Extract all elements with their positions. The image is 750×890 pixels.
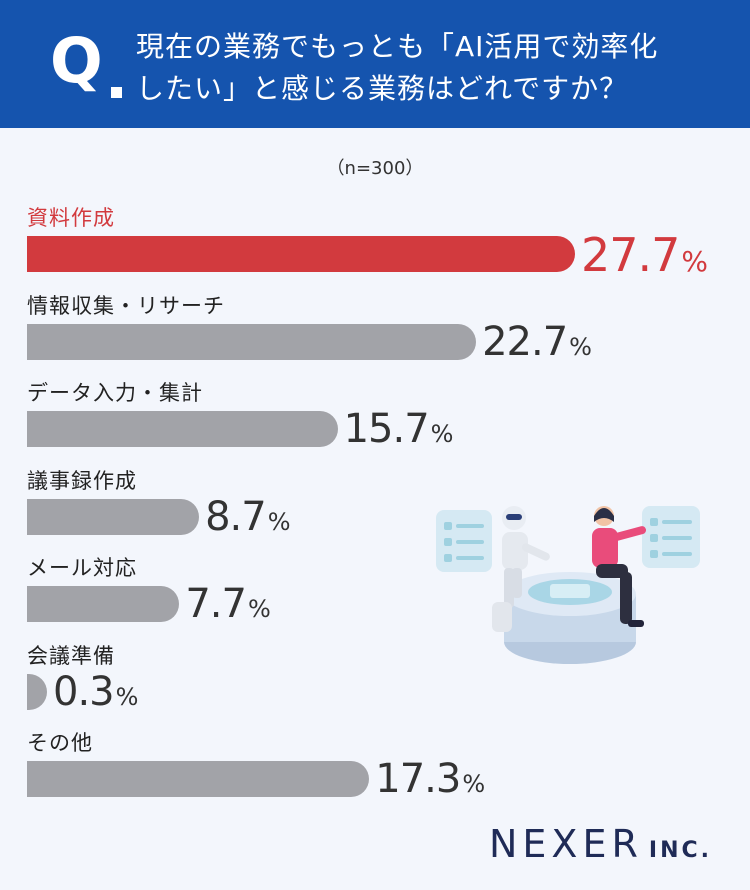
value-number: 27.7 (581, 228, 680, 282)
value-label: 15.7% (344, 409, 454, 449)
value-label: 0.3% (53, 672, 138, 712)
bar (27, 586, 180, 622)
value-number: 7.7 (185, 581, 247, 627)
value-unit: % (115, 682, 139, 711)
value-label: 27.7% (581, 232, 708, 278)
value-unit: % (681, 245, 709, 278)
category-label: 情報収集・リサーチ (27, 293, 225, 318)
bar (27, 673, 47, 710)
q-dot-decoration (111, 87, 122, 98)
value-unit: % (430, 420, 454, 448)
value-label: 8.7% (205, 497, 290, 537)
nexer-logo: NEXER INC. (489, 822, 712, 866)
bar (27, 411, 338, 447)
value-label: 7.7% (185, 584, 270, 624)
ai-robot-person-illustration (436, 506, 700, 664)
category-label: 資料作成 (27, 206, 115, 230)
category-label: メール対応 (27, 556, 137, 580)
value-number: 15.7 (343, 406, 430, 452)
value-number: 17.3 (375, 756, 461, 802)
bar (27, 761, 370, 797)
logo-suffix: INC. (648, 838, 712, 863)
value-label: 22.7% (482, 322, 592, 362)
bar (27, 323, 477, 360)
question-line-1: 現在の業務でもっとも「AI活用で効率化 (136, 30, 659, 63)
value-unit: % (247, 595, 271, 623)
bar (27, 236, 575, 272)
category-label: その他 (27, 731, 93, 755)
value-unit: % (267, 507, 291, 536)
bar (27, 498, 200, 535)
category-label: データ入力・集計 (27, 381, 203, 405)
sample-size: （n=300） (326, 158, 424, 179)
value-label: 17.3% (375, 759, 485, 799)
value-unit: % (569, 332, 592, 361)
logo-name: NEXER (489, 822, 643, 866)
question-line-2: したい」と感じる業務はどれですか？ (136, 72, 629, 105)
question-text: 現在の業務でもっとも「AI活用で効率化 したい」と感じる業務はどれですか？ (136, 26, 726, 110)
value-number: 8.7 (205, 493, 267, 540)
value-number: 0.3 (53, 668, 115, 715)
category-label: 会議準備 (27, 643, 115, 668)
question-header: Q 現在の業務でもっとも「AI活用で効率化 したい」と感じる業務はどれですか？ (0, 0, 750, 128)
value-number: 22.7 (482, 318, 568, 365)
value-unit: % (462, 770, 486, 798)
category-label: 議事録作成 (27, 468, 137, 493)
q-mark: Q (50, 24, 103, 97)
